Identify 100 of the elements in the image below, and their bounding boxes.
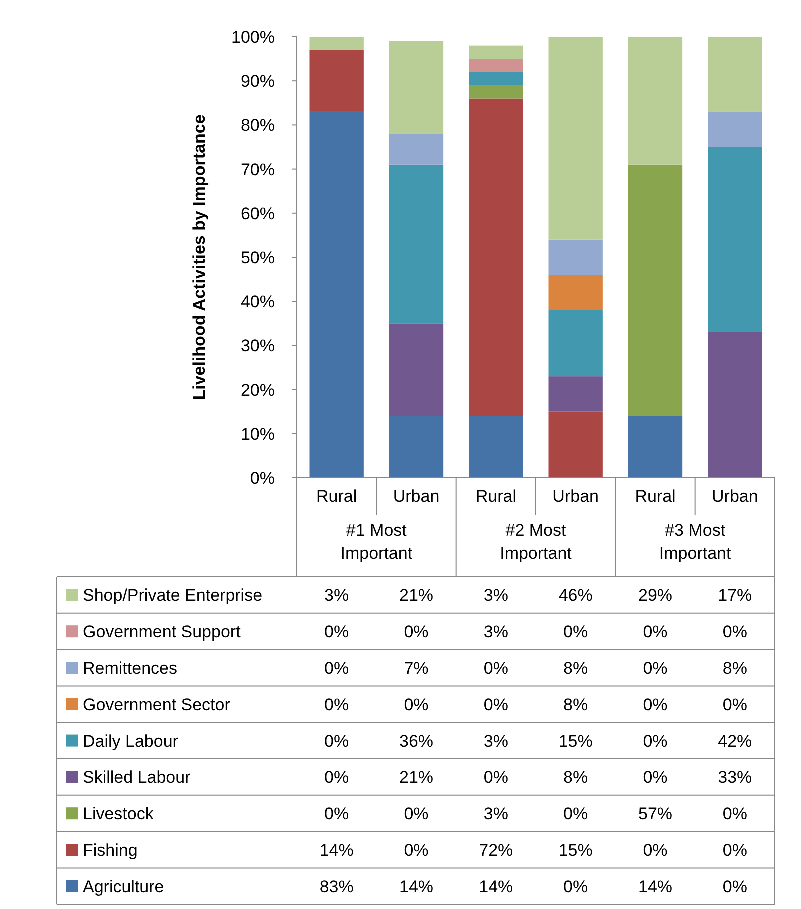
- data-label: 3%: [484, 804, 508, 824]
- data-label: 46%: [558, 586, 593, 606]
- data-label: 0%: [404, 695, 429, 714]
- y-tick-label: 20%: [240, 380, 275, 400]
- data-label: 0%: [643, 768, 668, 788]
- data-label: 29%: [638, 586, 673, 606]
- bar: [310, 112, 364, 478]
- bar: [389, 134, 444, 165]
- bar: [708, 37, 762, 112]
- x-tick-label: Rural: [635, 486, 676, 506]
- bar: [469, 59, 524, 72]
- data-label: 72%: [479, 840, 514, 860]
- data-label: 42%: [718, 732, 752, 751]
- y-tick-label: 100%: [232, 28, 275, 47]
- data-label: 17%: [718, 586, 752, 606]
- bar: [469, 72, 524, 86]
- data-label: 14%: [399, 877, 434, 896]
- bar: [389, 41, 444, 134]
- legend-label: Government Sector: [83, 695, 231, 714]
- data-label: 0%: [404, 804, 429, 824]
- data-label: 57%: [638, 804, 673, 824]
- bar: [548, 240, 603, 276]
- data-label: 0%: [404, 840, 429, 860]
- data-label: 0%: [643, 622, 668, 642]
- data-label: 8%: [564, 695, 588, 714]
- data-label: 0%: [722, 840, 748, 860]
- data-label: 14%: [638, 877, 673, 896]
- data-label: 14%: [320, 840, 354, 860]
- data-label: 14%: [479, 877, 514, 896]
- data-label: 3%: [324, 586, 350, 606]
- y-tick-label: 10%: [240, 424, 275, 444]
- y-tick-label: 80%: [240, 116, 275, 136]
- y-tick-label: 90%: [240, 72, 275, 92]
- bar: [389, 416, 444, 478]
- data-label: 0%: [564, 622, 588, 642]
- y-tick-label: 0%: [250, 468, 275, 488]
- bar: [628, 416, 683, 478]
- x-tick-label: Urban: [393, 486, 440, 506]
- data-label: 83%: [320, 877, 354, 896]
- data-label: 0%: [722, 804, 748, 824]
- data-label: 0%: [722, 877, 748, 896]
- legend-label: Agriculture: [83, 877, 164, 896]
- x-tick-label: Rural: [316, 486, 358, 506]
- data-label: 0%: [324, 622, 350, 642]
- x-tick-label: Urban: [552, 486, 599, 506]
- bar: [310, 37, 364, 50]
- x-tick-label: Urban: [712, 486, 758, 506]
- y-axis-title: Livelihood Activities by Importance: [190, 114, 209, 400]
- bar: [469, 86, 524, 99]
- bar: [628, 37, 683, 165]
- bar: [548, 310, 603, 377]
- data-label: 33%: [718, 768, 752, 788]
- bar: [548, 275, 603, 310]
- data-label: 0%: [324, 804, 350, 824]
- legend-label: Fishing: [83, 840, 138, 860]
- bar: [469, 416, 524, 478]
- bar: [628, 164, 683, 416]
- x-tick-label: Rural: [476, 486, 516, 506]
- data-label: 0%: [484, 768, 508, 788]
- data-label: 21%: [399, 768, 434, 788]
- data-label: 21%: [399, 586, 434, 606]
- text: #2 Most Important: [500, 520, 572, 563]
- legend-label: Government Support: [83, 622, 242, 642]
- legend-label: Remittences: [83, 658, 178, 678]
- bar: [389, 324, 444, 416]
- data-label: 0%: [324, 732, 350, 751]
- bar: [469, 46, 524, 60]
- data-label: 0%: [324, 768, 350, 788]
- bar: [548, 412, 603, 478]
- text: #1 Most Important: [340, 520, 413, 563]
- y-tick-label: 30%: [240, 336, 275, 356]
- data-label: 0%: [643, 658, 668, 678]
- y-tick-label: 60%: [240, 204, 275, 224]
- data-label: 7%: [404, 658, 429, 678]
- data-label: 3%: [484, 622, 508, 642]
- data-label: 0%: [564, 877, 588, 896]
- data-label: 0%: [643, 732, 668, 751]
- data-label: 0%: [484, 658, 508, 678]
- data-label: 8%: [564, 658, 588, 678]
- bar: [708, 112, 762, 148]
- bar: [469, 98, 524, 416]
- y-tick-label: 50%: [240, 248, 275, 268]
- data-label: 0%: [324, 695, 350, 714]
- y-tick-label: 40%: [240, 292, 275, 312]
- data-label: 0%: [643, 840, 668, 860]
- y-tick-label: 70%: [240, 160, 275, 180]
- data-label: 0%: [404, 622, 429, 642]
- data-label: 0%: [722, 622, 748, 642]
- data-label: 0%: [722, 695, 748, 714]
- legend-label: Daily Labour: [83, 732, 179, 751]
- data-label: 15%: [558, 732, 593, 751]
- bar: [708, 332, 762, 478]
- bar: [708, 147, 762, 332]
- data-label: 0%: [484, 695, 508, 714]
- bar: [310, 50, 364, 112]
- data-label: 0%: [643, 695, 668, 714]
- bar: [389, 164, 444, 324]
- bar: [548, 37, 603, 240]
- data-label: 8%: [722, 658, 748, 678]
- legend-label: Shop/Private Enterprise: [83, 586, 263, 606]
